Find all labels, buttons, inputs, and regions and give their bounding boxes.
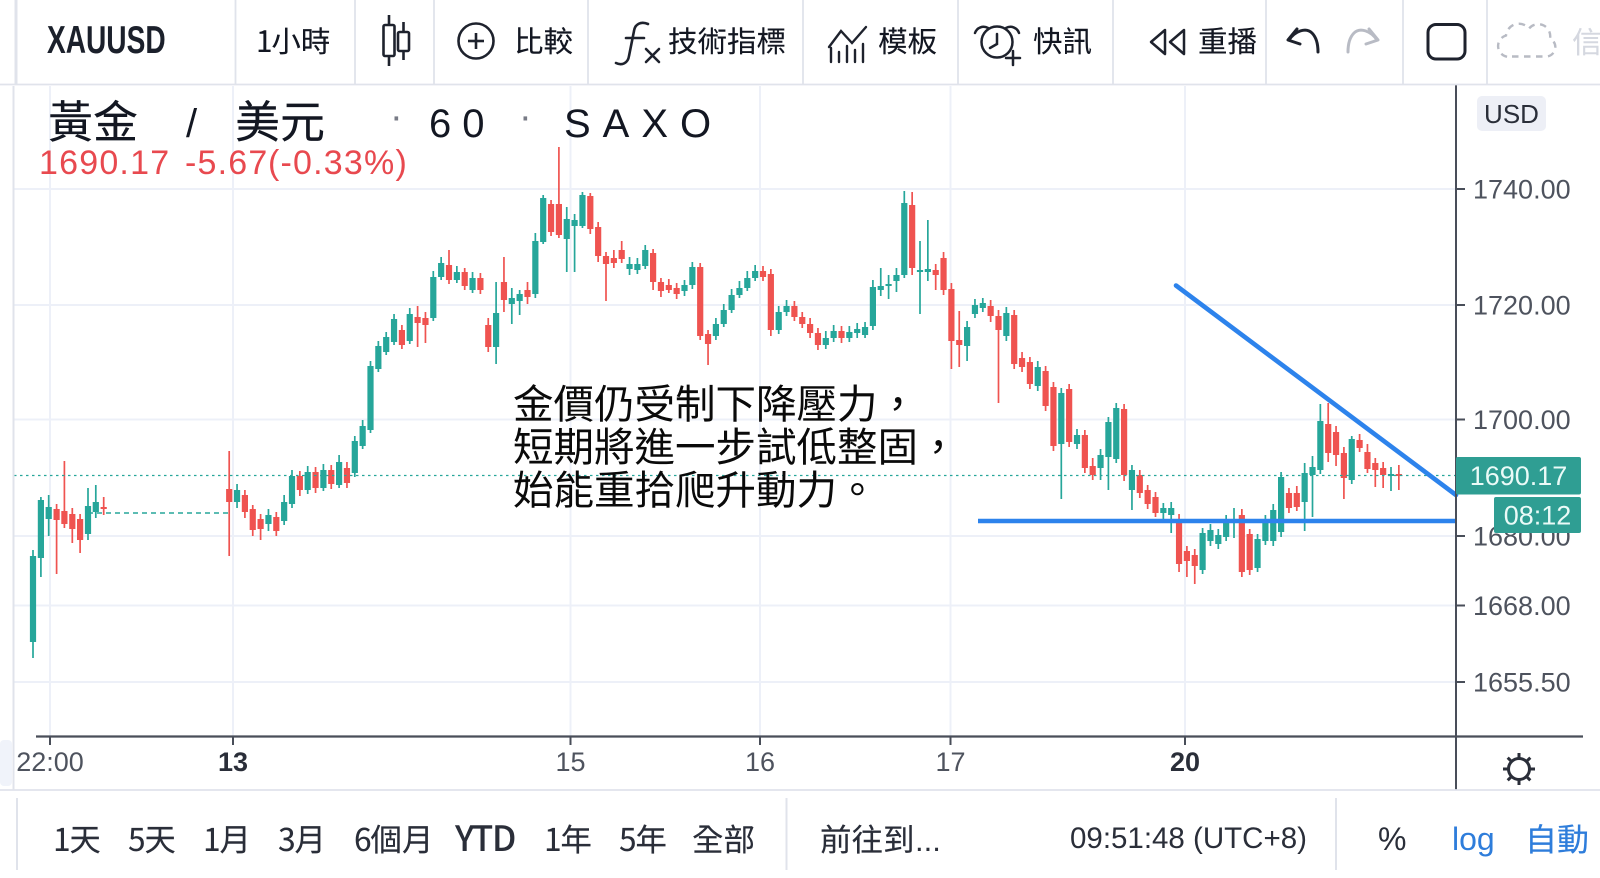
svg-text:15: 15 [555,747,585,777]
svg-text:09:51:48 (UTC+8): 09:51:48 (UTC+8) [1070,822,1307,855]
svg-text:XAUUSD: XAUUSD [47,19,166,62]
svg-text:1668.00: 1668.00 [1473,591,1571,621]
svg-text:60: 60 [429,102,496,146]
svg-text:08:12: 08:12 [1504,501,1572,531]
svg-text:20: 20 [1170,747,1200,777]
svg-text:1690.17: 1690.17 [39,144,170,182]
svg-text:log: log [1452,821,1495,857]
svg-text:-5.67: -5.67 [185,144,269,182]
svg-text:USD: USD [1484,99,1539,129]
svg-text:(-0.33%): (-0.33%) [268,144,408,182]
svg-text:16: 16 [745,747,775,777]
svg-text:22:00: 22:00 [16,747,84,777]
svg-text:/: / [186,102,198,146]
svg-text:·: · [519,96,532,138]
svg-text:17: 17 [935,747,965,777]
svg-text:1655.50: 1655.50 [1473,668,1571,698]
svg-text:·: · [390,96,403,138]
svg-text:1690.17: 1690.17 [1470,461,1568,491]
svg-text:...: ... [915,823,941,858]
svg-text:13: 13 [218,747,248,777]
svg-text:1720.00: 1720.00 [1473,291,1571,321]
svg-text:SAXO: SAXO [564,102,723,146]
svg-text:%: % [1378,821,1406,857]
svg-text:1740.00: 1740.00 [1473,175,1571,205]
svg-text:1700.00: 1700.00 [1473,405,1571,435]
